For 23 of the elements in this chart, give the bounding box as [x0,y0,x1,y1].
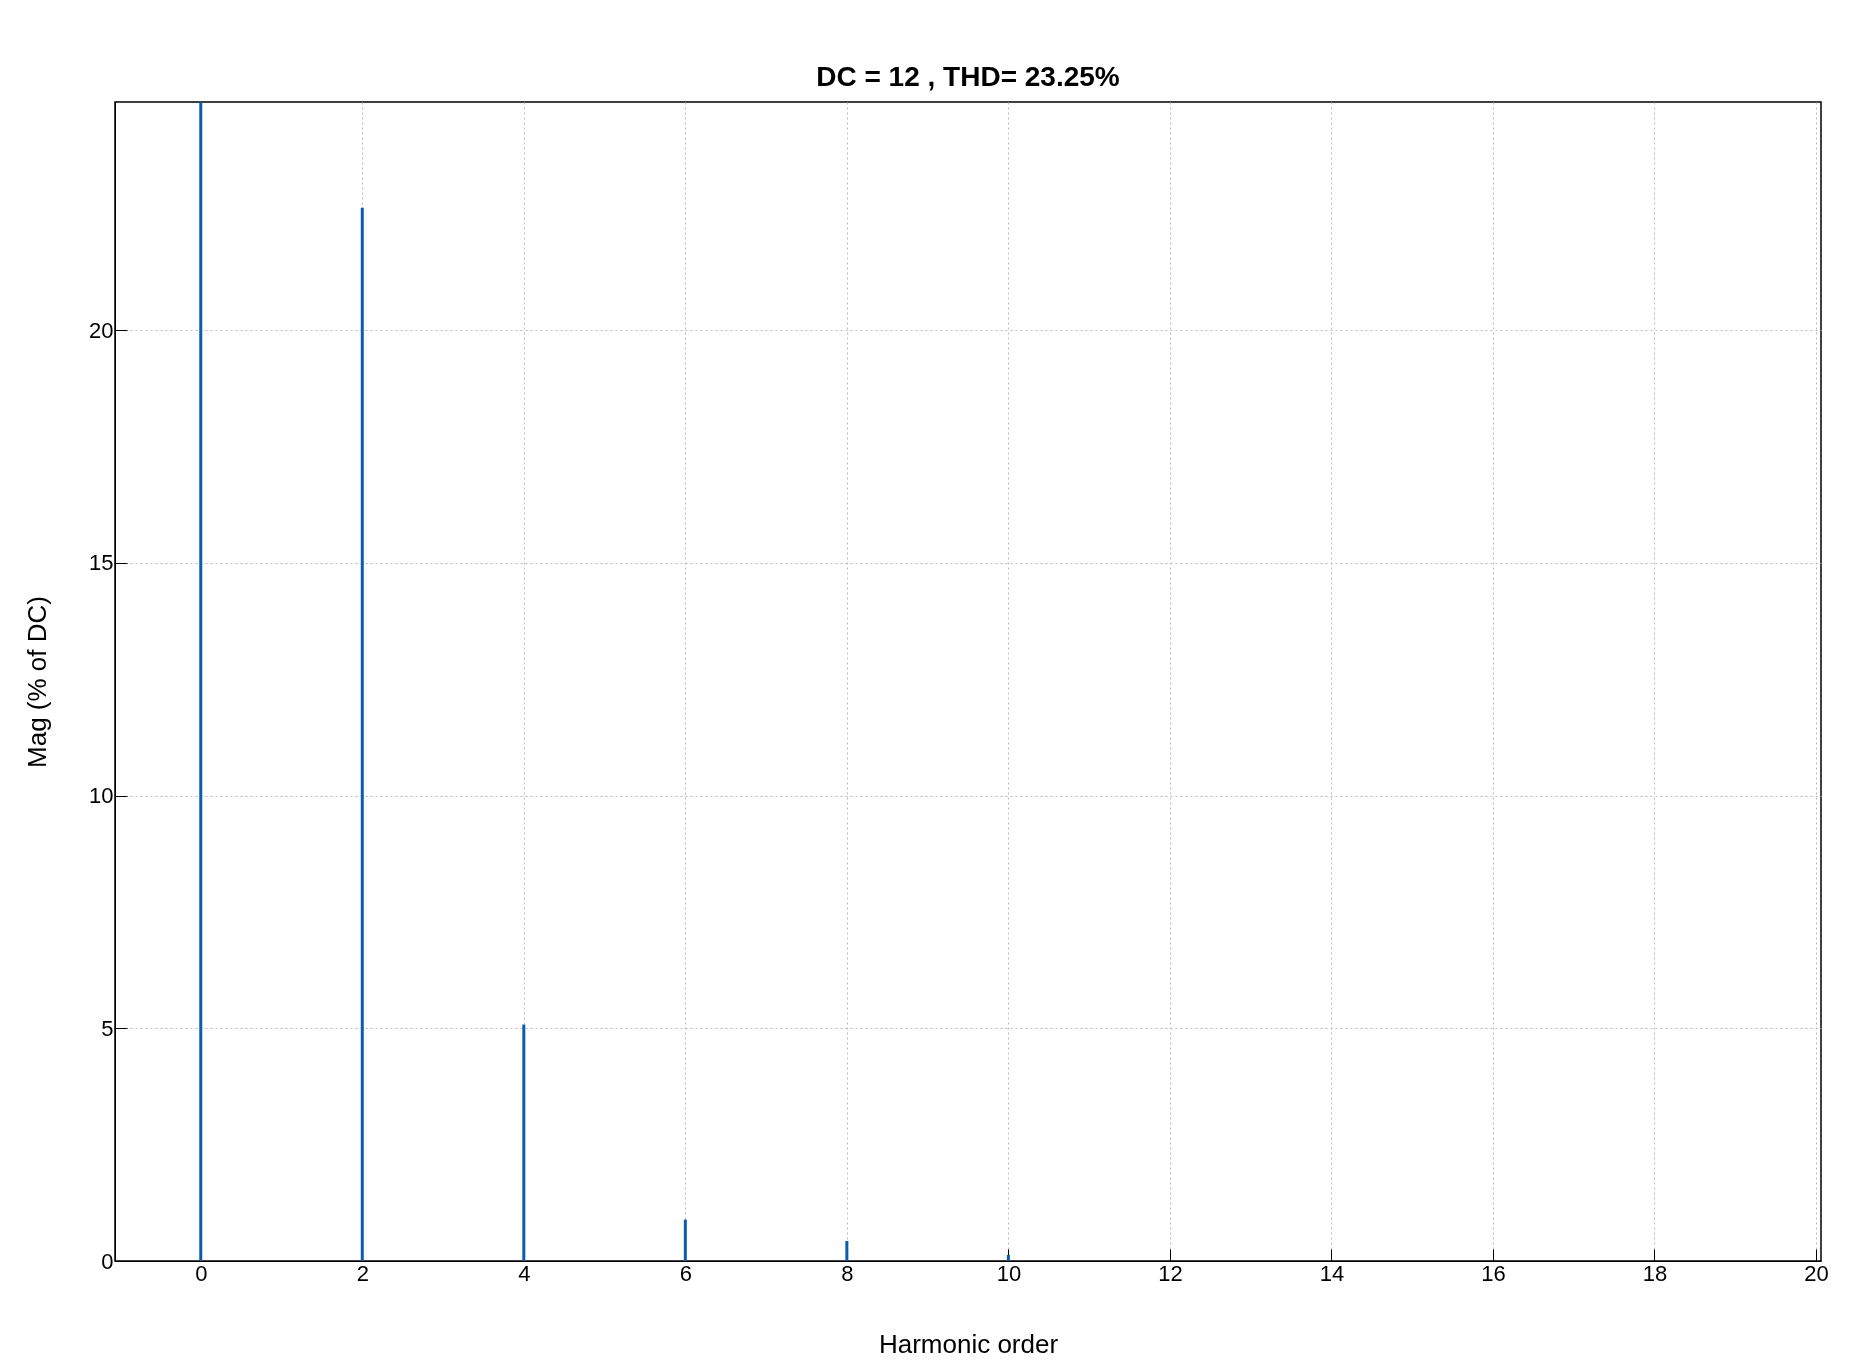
x-tick-label: 0 [195,1260,208,1286]
x-tick-label: 4 [518,1260,531,1286]
x-tick-label: 12 [1158,1260,1183,1286]
x-tick-label: 2 [356,1260,369,1286]
bar [845,1240,849,1261]
y-tick-label: 20 [89,317,114,343]
chart-title: DC = 12 , THD= 23.25% [816,61,1120,92]
bar [1006,1254,1010,1261]
x-tick-label: 20 [1804,1260,1829,1286]
y-tick-label: 5 [101,1015,114,1041]
bar [522,1024,526,1261]
x-tick-label: 6 [679,1260,692,1286]
y-tick-label: 10 [89,783,114,809]
x-axis-title: Harmonic order [878,1328,1059,1359]
bar [683,1219,687,1261]
x-tick-label: 16 [1481,1260,1506,1286]
x-tick-label: 8 [841,1260,854,1286]
x-tick-label: 18 [1642,1260,1668,1286]
x-tick-label: 10 [996,1260,1022,1286]
y-tick-label: 15 [89,550,114,576]
bar [360,207,364,1261]
y-axis-title: Mag (% of DC) [21,596,52,768]
x-tick-label: 14 [1319,1260,1345,1286]
